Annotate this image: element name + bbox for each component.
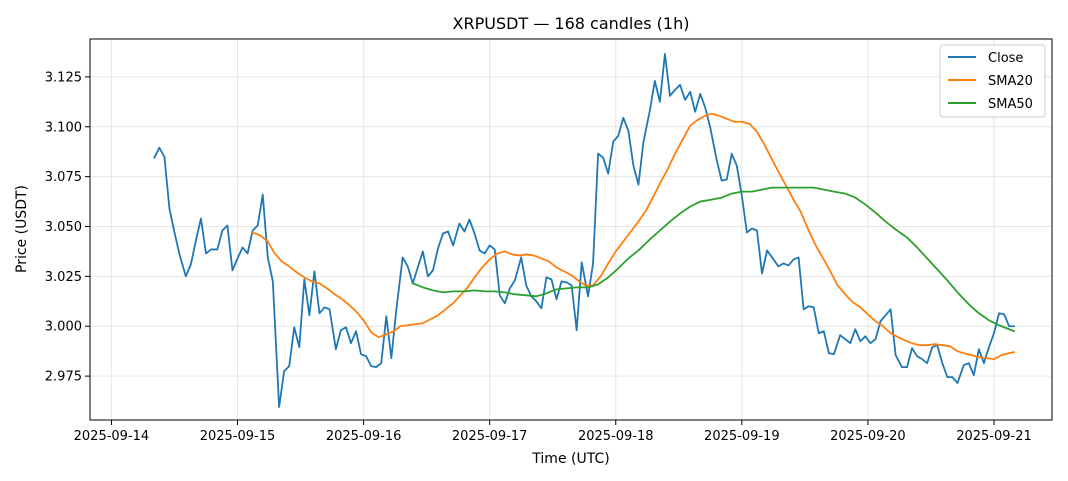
y-tick-label: 2.975 (45, 370, 82, 385)
x-tick-label: 2025-09-20 (830, 429, 906, 444)
x-tick-label: 2025-09-18 (578, 429, 654, 444)
chart-title: XRPUSDT — 168 candles (1h) (453, 14, 690, 33)
legend-label-sma20: SMA20 (988, 74, 1033, 89)
series-line-sma20 (251, 112, 1016, 361)
legend-box (939, 44, 1046, 118)
y-tick-label: 3.025 (45, 270, 82, 285)
legend-label-sma50: SMA50 (988, 97, 1033, 112)
x-tick-label: 2025-09-21 (956, 429, 1032, 444)
y-tick-label: 3.125 (45, 70, 82, 85)
x-tick-label: 2025-09-15 (200, 429, 276, 444)
x-tick-label: 2025-09-14 (74, 429, 150, 444)
x-tick-label: 2025-09-16 (326, 429, 402, 444)
x-tick-label: 2025-09-17 (452, 429, 528, 444)
y-tick-label: 3.075 (45, 170, 82, 185)
y-tick-label: 3.000 (45, 320, 82, 335)
x-axis-label: Time (UTC) (531, 451, 609, 467)
y-tick-label: 3.100 (45, 120, 82, 135)
x-tick-label: 2025-09-19 (704, 429, 780, 444)
plot-frame (89, 38, 1053, 421)
legend-label-close: Close (988, 51, 1023, 66)
y-tick-label: 3.050 (45, 220, 82, 235)
legend: Close SMA20 SMA50 (939, 44, 1046, 118)
series-line-close (153, 53, 1016, 408)
y-axis-label: Price (USDT) (14, 185, 30, 273)
ticks: 2025-09-14 2025-09-15 2025-09-16 2025-09-17… (45, 70, 1032, 444)
series-line-sma50 (411, 186, 1016, 333)
series-layer (153, 53, 1016, 408)
